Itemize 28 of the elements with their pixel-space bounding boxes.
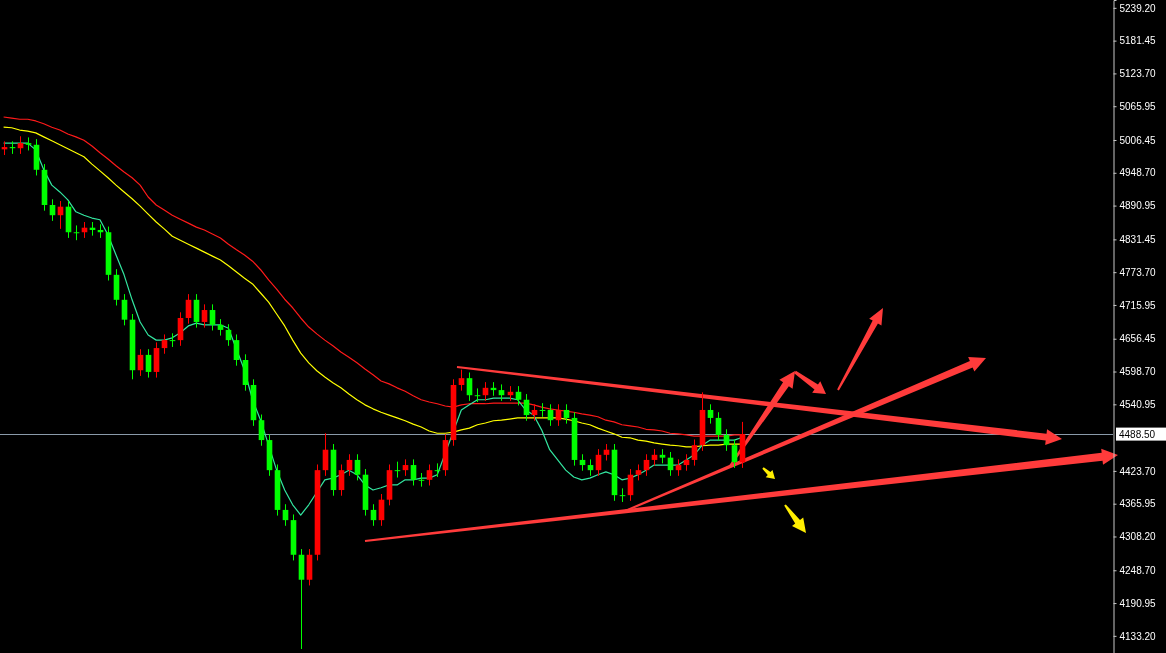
y-tick-label: 5181.45 <box>1119 35 1157 47</box>
y-tick-label: 4773.70 <box>1119 266 1157 278</box>
y-tick-label: 4656.45 <box>1119 333 1157 345</box>
y-tick-label: 4423.70 <box>1119 465 1157 477</box>
y-tick-label: 4890.95 <box>1119 200 1157 212</box>
candlestick <box>458 369 465 392</box>
candlestick <box>426 463 433 486</box>
y-tick-label: 4133.20 <box>1119 630 1157 642</box>
candlestick <box>153 341 160 379</box>
y-tick-label: 4540.95 <box>1119 399 1157 411</box>
y-tick-label: 4248.70 <box>1119 564 1157 576</box>
candlestick <box>209 303 216 331</box>
y-tick-label: 5006.45 <box>1119 134 1157 146</box>
y-tick-label: 4948.70 <box>1119 167 1157 179</box>
candlestick <box>201 303 208 329</box>
candlestick <box>354 453 361 481</box>
y-tick-label: 4190.95 <box>1119 597 1157 609</box>
y-tick-label: 5065.95 <box>1119 100 1157 112</box>
y-tick-label: 4831.45 <box>1119 234 1157 246</box>
y-tick-label: 5239.20 <box>1119 2 1157 14</box>
ref-line-label: 4488.50 <box>1119 428 1156 440</box>
y-tick-label: 4715.95 <box>1119 299 1157 311</box>
y-tick-label: 5123.70 <box>1119 68 1157 80</box>
y-tick-label: 4308.20 <box>1119 531 1157 543</box>
candlestick <box>691 439 698 467</box>
y-tick-label: 4365.95 <box>1119 498 1157 510</box>
candlestick <box>410 458 417 486</box>
y-tick-label: 4598.70 <box>1119 366 1157 378</box>
